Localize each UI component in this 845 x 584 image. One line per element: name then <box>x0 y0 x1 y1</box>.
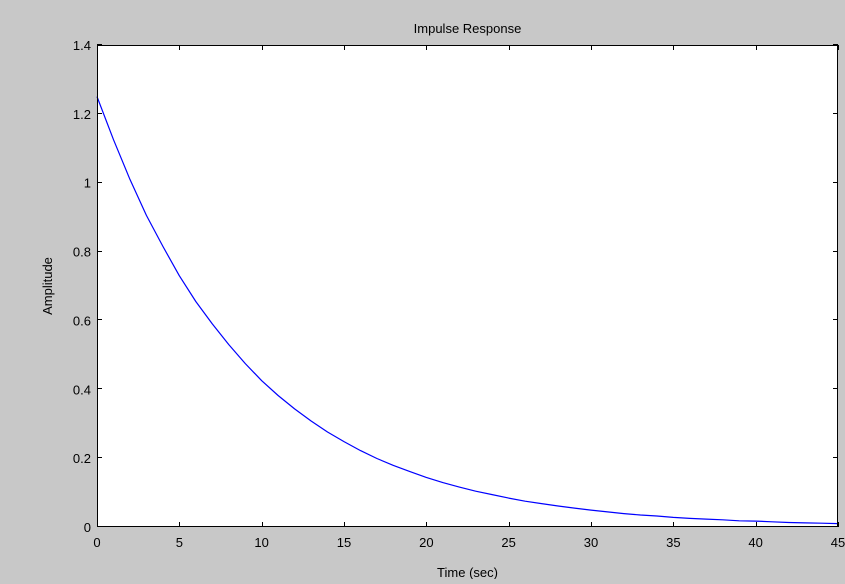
x-tick-label: 20 <box>419 535 433 550</box>
y-tick-label: 0.2 <box>73 451 91 466</box>
chart-title: Impulse Response <box>414 21 522 36</box>
y-tick-label: 1 <box>84 176 91 191</box>
x-tick-label: 15 <box>337 535 351 550</box>
y-tick-label: 0 <box>84 520 91 535</box>
y-tick-label: 1.2 <box>73 107 91 122</box>
x-tick-label: 10 <box>254 535 268 550</box>
x-axis-label: Time (sec) <box>437 565 498 579</box>
x-tick-label: 0 <box>93 535 100 550</box>
x-tick-label: 35 <box>666 535 680 550</box>
plot-area <box>97 45 838 527</box>
y-tick-label: 0.6 <box>73 313 91 328</box>
y-tick-label: 0.4 <box>73 382 91 397</box>
y-tick-label: 0.8 <box>73 245 91 260</box>
y-axis-label: Amplitude <box>40 257 55 315</box>
y-tick-label: 1.4 <box>73 38 91 53</box>
x-tick-label: 45 <box>831 535 845 550</box>
axis-ticks: 0 5 10 15 20 25 30 35 40 45 0 0.2 0.4 0.6 0.8 1 1.2 1.4 <box>73 38 845 550</box>
x-tick-label: 25 <box>501 535 515 550</box>
x-tick-label: 5 <box>176 535 183 550</box>
impulse-response-line-0 <box>96 96 839 525</box>
x-tick-label: 40 <box>748 535 762 550</box>
x-tick-label: 30 <box>584 535 598 550</box>
plot-area-border <box>97 45 838 527</box>
